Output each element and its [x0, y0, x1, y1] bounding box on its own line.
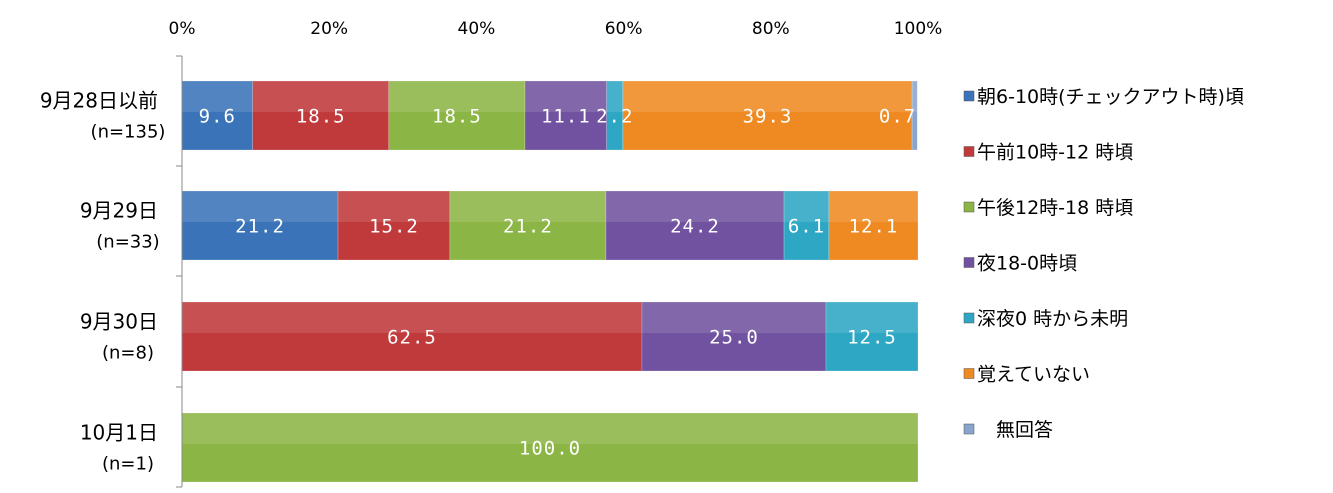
bar-segment [622, 80, 913, 151]
data-label: 21.2 [503, 216, 553, 238]
bar-segment-gloss [912, 81, 918, 113]
bar-segment-gloss [252, 81, 389, 113]
data-label: 12.1 [849, 216, 899, 238]
legend-swatch [963, 257, 975, 268]
legend-swatch [963, 368, 975, 379]
legend-swatch [963, 90, 975, 102]
data-label: 100.0 [519, 438, 581, 460]
bar-segment [605, 190, 785, 261]
bar-segment [181, 301, 643, 372]
data-label: 39.3 [743, 106, 793, 128]
legend-label: 夜18-0時頃 [977, 253, 1077, 275]
bar-segment-gloss [642, 302, 826, 334]
data-label: 25.0 [709, 327, 759, 349]
category-label: 9月28日以前 [40, 89, 158, 113]
bar-segment-gloss [182, 413, 918, 445]
legend-label: 午後12時-18 時頃 [977, 197, 1133, 219]
legend-label: 午前10時-12 時頃 [977, 142, 1133, 164]
bar-segment-gloss [606, 81, 623, 113]
data-label: 18.5 [432, 106, 482, 128]
bar-segment [181, 80, 253, 151]
legend-swatch [963, 201, 975, 213]
x-tick-label: 80% [752, 19, 790, 39]
category-n-label: (n=1) [102, 454, 154, 475]
legend-label: 無回答 [996, 419, 1053, 441]
bar-segment-gloss [182, 191, 339, 223]
legend-label: 覚えていない [977, 364, 1090, 386]
bar-segment [181, 412, 919, 483]
bar-segment-gloss [524, 81, 607, 113]
bar-segment-gloss [182, 302, 642, 334]
data-labels: 9.6 18.5 18.5 11.1 2.2 39.3 0.7 21.2 15.2 21.2 24.… [199, 106, 916, 460]
bar-segment [783, 190, 830, 261]
x-tick-label: 100% [894, 19, 943, 39]
category-n-label: (n=135) [91, 122, 166, 143]
bar-segment-gloss [449, 191, 606, 223]
bar-segment [181, 190, 339, 261]
data-label: 9.6 [199, 106, 236, 128]
bar-segment [337, 190, 451, 261]
category-label: 9月30日 [80, 310, 158, 334]
legend-label: 朝6-10時(チェックアウト時)頃 [977, 86, 1244, 108]
bar-segment-gloss [338, 191, 450, 223]
x-tick-label: 20% [310, 19, 348, 39]
bar-segment [828, 190, 919, 261]
bar-segment-gloss [826, 302, 918, 334]
category-n-label: (n=8) [102, 343, 154, 364]
category-label: 9月29日 [80, 199, 158, 223]
bar-segment-gloss [622, 81, 913, 113]
data-label: 12.5 [847, 327, 897, 349]
x-axis-ticks: 0% 20% 40% 60% 80% 100% [169, 19, 943, 39]
bar-segment-gloss [605, 191, 785, 223]
data-label: 2.2 [596, 106, 633, 128]
bar-segment-gloss [828, 191, 918, 223]
data-label: 21.2 [235, 216, 285, 238]
data-label: 62.5 [387, 327, 437, 349]
bar-segment [524, 80, 607, 151]
legend-swatch [963, 312, 975, 324]
y-axis [176, 55, 183, 488]
category-labels: 9月28日以前 (n=135) 9月29日 (n=33) 9月30日 (n=8) 10月1日… [40, 89, 166, 475]
data-label: 18.5 [296, 106, 346, 128]
data-label: 15.2 [369, 216, 419, 238]
legend-label: 深夜0 時から未明 [977, 308, 1128, 330]
legend-swatch [963, 423, 975, 435]
category-label: 10月1日 [80, 421, 158, 445]
data-label: 24.2 [670, 216, 720, 238]
x-tick-label: 0% [169, 19, 196, 39]
bar-segment [252, 80, 390, 151]
bar-segment [825, 301, 919, 372]
x-tick-label: 60% [605, 19, 643, 39]
bar-segment-gloss [784, 191, 829, 223]
data-label: 0.7 [879, 106, 916, 128]
bar-segment [911, 80, 918, 151]
x-tick-label: 40% [458, 19, 496, 39]
bars [181, 80, 919, 483]
data-label: 11.1 [541, 106, 591, 128]
bar-segment [388, 80, 526, 151]
bar-segment [449, 190, 607, 261]
bar-segment-gloss [182, 81, 253, 113]
data-label: 6.1 [788, 216, 825, 238]
legend-swatch [963, 146, 975, 157]
bar-segment-gloss [388, 81, 525, 113]
bar-segment [641, 301, 827, 372]
category-n-label: (n=33) [96, 232, 159, 253]
